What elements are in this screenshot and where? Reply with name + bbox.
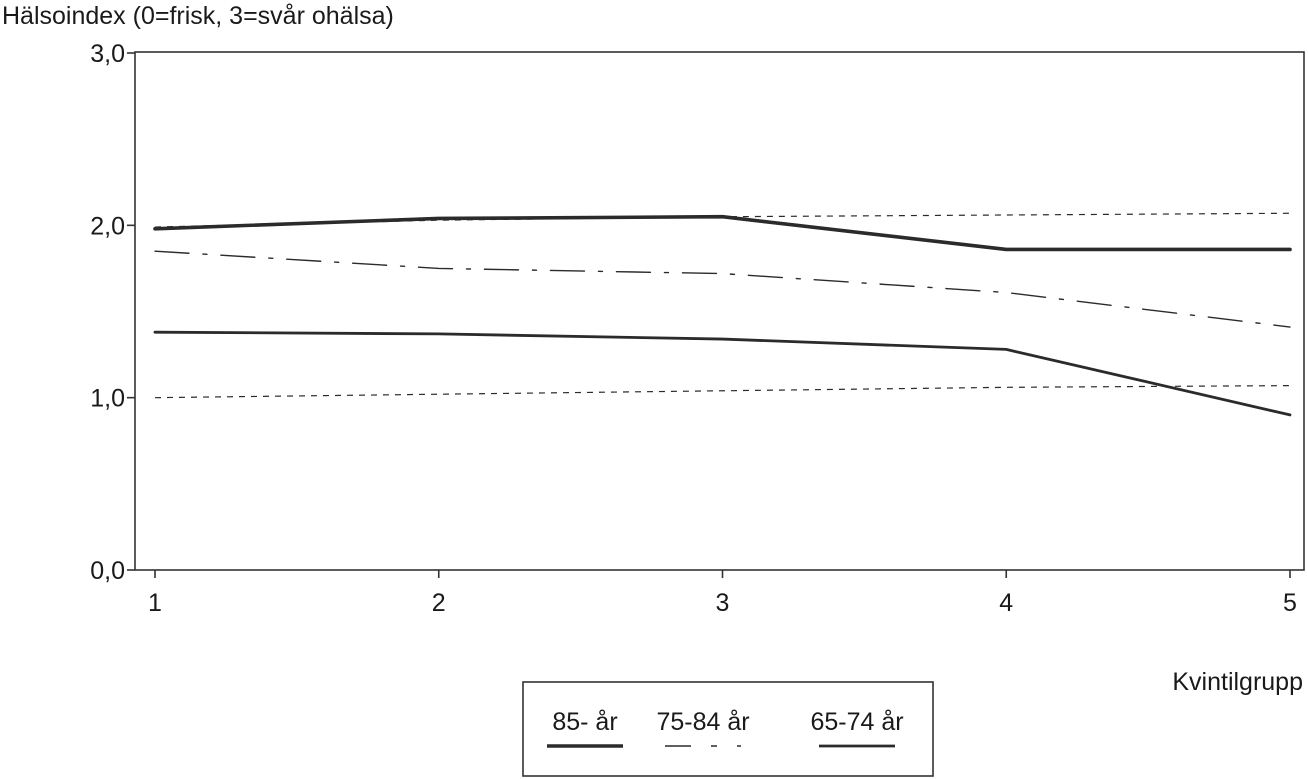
plot-frame [134,51,1305,571]
x-tick-label: 4 [999,589,1013,617]
x-tick-label: 3 [716,589,730,617]
x-axis-ticks: 1 2 3 4 5 [148,570,1297,617]
x-axis-label: Kvintilgrupp [1172,668,1303,696]
x-tick-label: 2 [432,589,446,617]
series-line [154,250,1291,328]
series-line [153,330,1292,417]
reference-line [154,385,1291,399]
y-tick-label: 3,0 [90,40,125,68]
legend-box [522,681,934,777]
legend-label: 65-74 år [810,708,903,736]
y-tick-label: 1,0 [90,385,125,413]
x-tick-label: 5 [1283,589,1297,617]
series-lines [153,214,1292,417]
y-tick-label: 0,0 [90,557,125,585]
legend-items: 85- år 75-84 år 65-74 år [547,708,904,748]
series-line [153,214,1292,252]
y-axis-ticks: 0,0 1,0 2,0 3,0 [90,40,135,585]
legend-label: 75-84 år [656,708,749,736]
legend: 85- år 75-84 år 65-74 år [522,681,934,777]
reference-lines [154,212,1291,399]
legend-label: 85- år [552,708,617,736]
y-tick-label: 2,0 [90,212,125,240]
y-axis-label: Hälsoindex (0=frisk, 3=svår ohälsa) [2,2,394,30]
x-tick-label: 1 [148,589,162,617]
